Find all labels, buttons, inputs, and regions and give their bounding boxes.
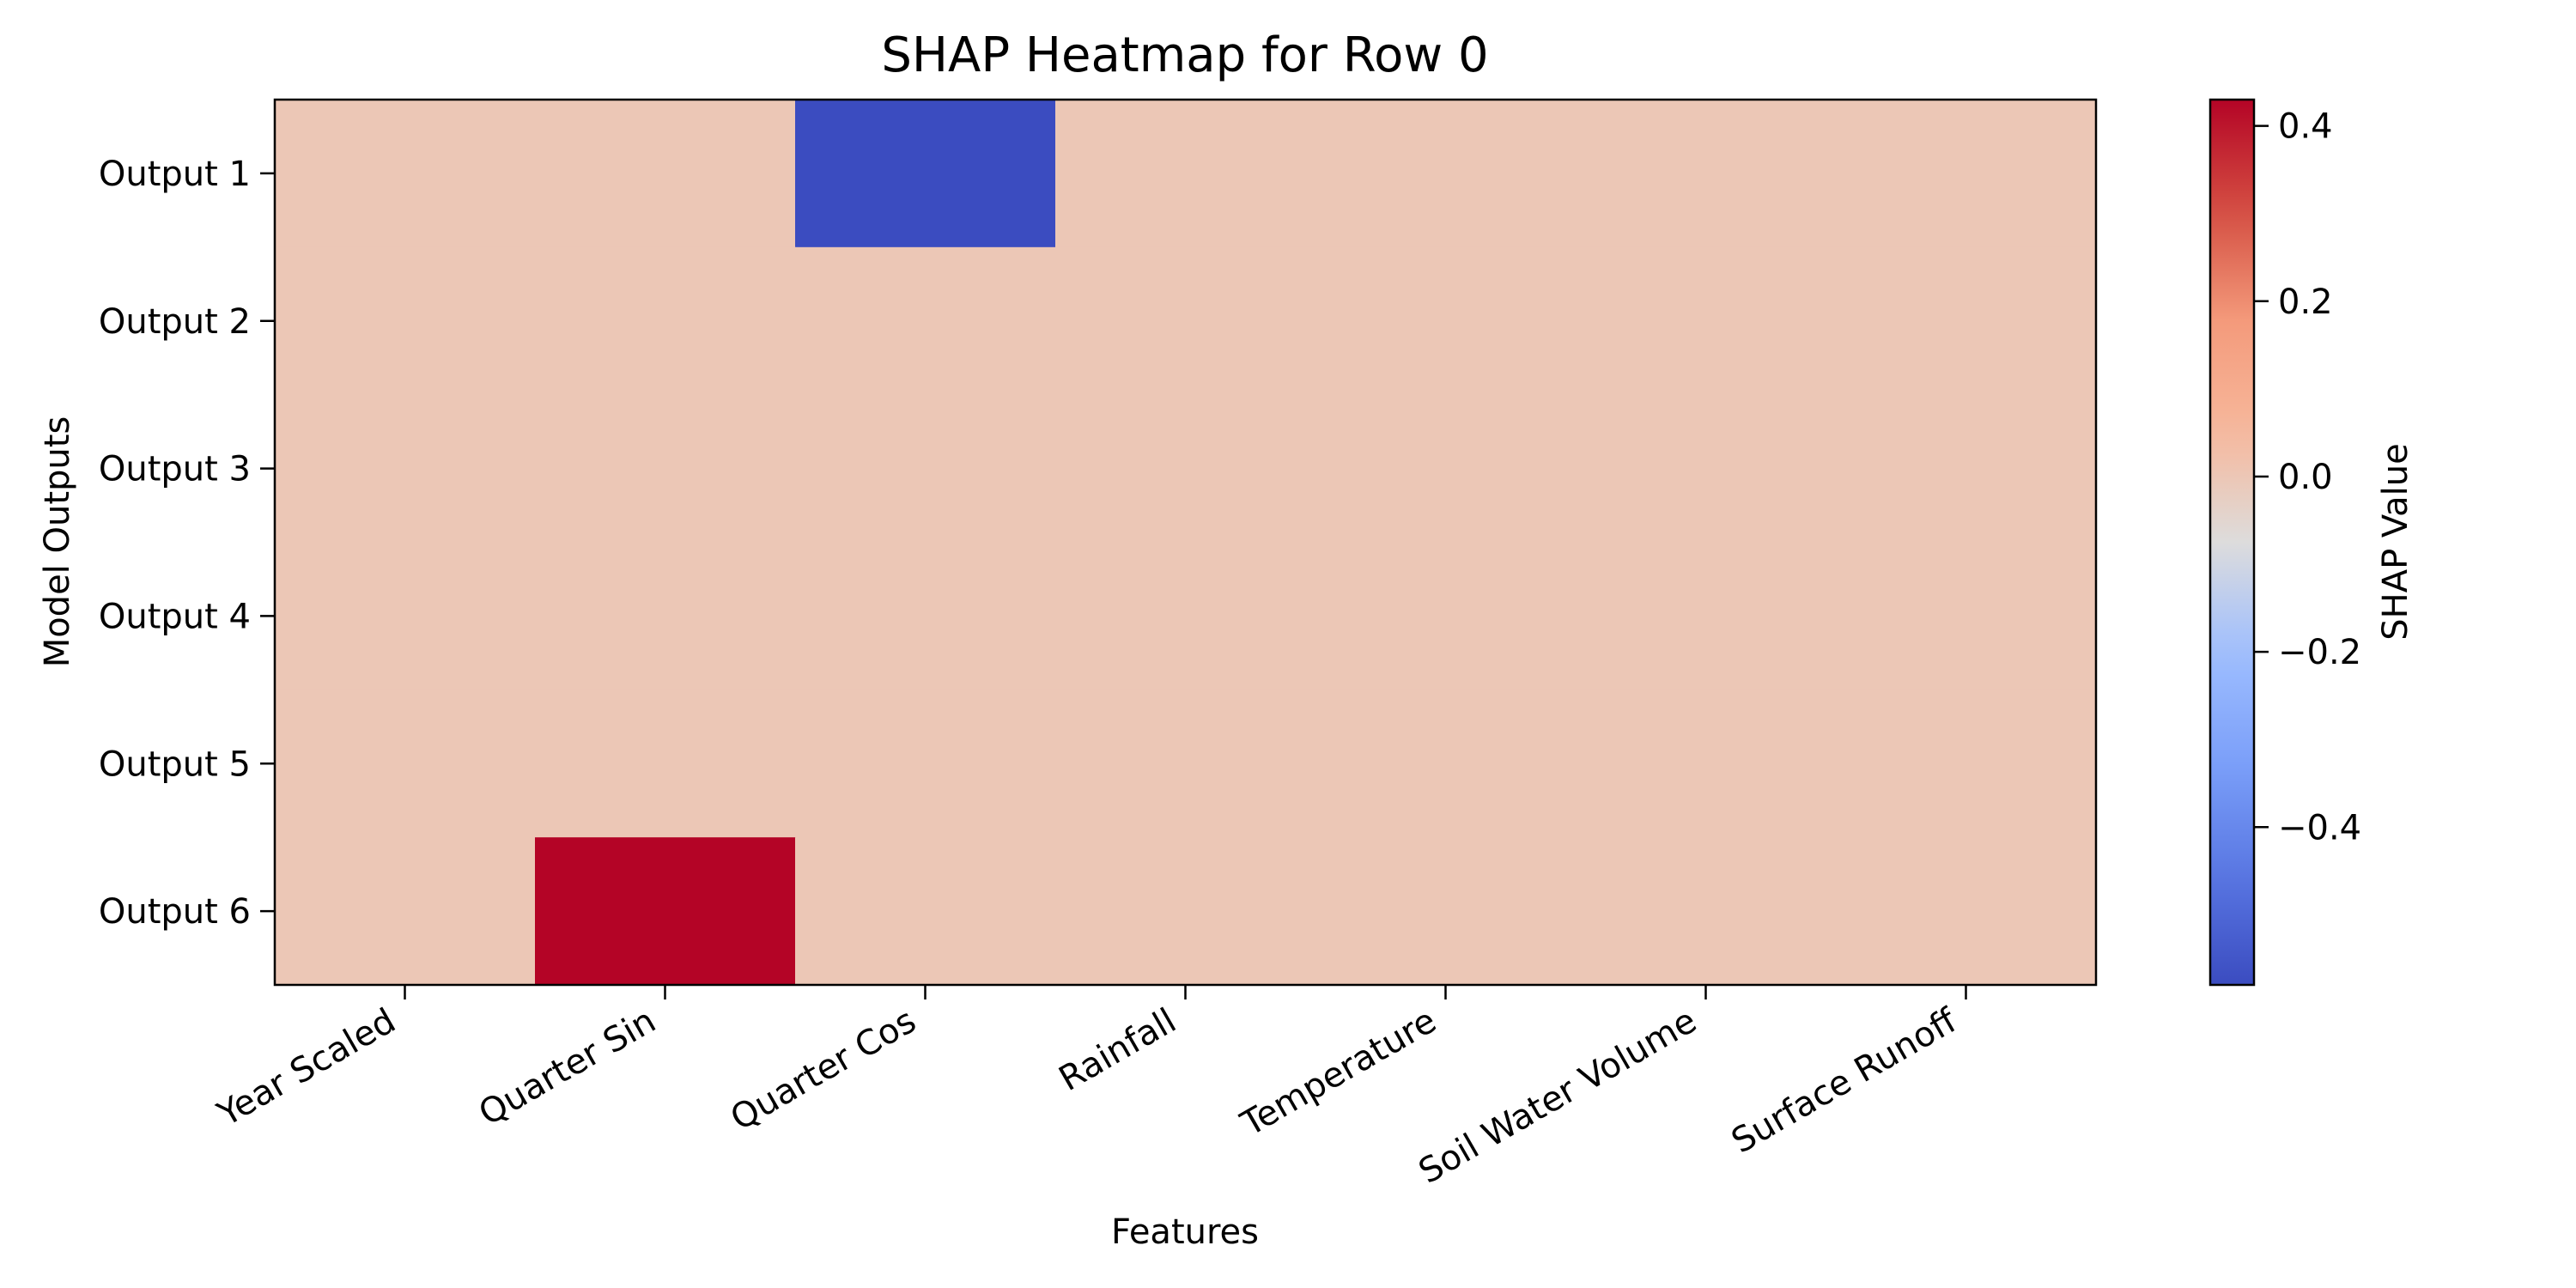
heatmap-cell <box>1836 394 2097 544</box>
chart-title: SHAP Heatmap for Row 0 <box>881 27 1488 83</box>
heatmap-cell <box>1836 690 2097 838</box>
colorbar-tick-label: −0.2 <box>2278 633 2361 672</box>
heatmap-cell <box>1836 542 2097 690</box>
y-tick-label: Output 5 <box>99 744 251 784</box>
heatmap-cell <box>275 542 536 690</box>
heatmap-cell <box>535 394 796 544</box>
heatmap-cell <box>795 542 1056 690</box>
y-tick-label: Output 3 <box>99 450 251 489</box>
heatmap-cell <box>1315 690 1577 838</box>
x-tick-label: Quarter Cos <box>724 1001 922 1139</box>
x-tick-label: Quarter Sin <box>472 1001 662 1133</box>
heatmap-cell <box>1055 690 1316 838</box>
y-tick-label: Output 2 <box>99 302 251 342</box>
heatmap-cells <box>275 100 2097 986</box>
heatmap-cell <box>1836 246 2097 396</box>
x-axis-ticks: Year Scaled Quarter Sin Quarter Cos Rainfal… <box>210 985 1967 1192</box>
heatmap-cell <box>275 100 536 248</box>
x-tick-label: Year Scaled <box>210 1001 402 1135</box>
heatmap-cell <box>1055 837 1316 986</box>
x-axis-label: Features <box>1111 1212 1259 1252</box>
heatmap-cell <box>795 837 1056 986</box>
heatmap-cell <box>1576 837 1837 986</box>
heatmap-cell <box>1315 837 1577 986</box>
colorbar-tick-label: 0.4 <box>2278 107 2333 147</box>
heatmap-cell <box>795 394 1056 544</box>
heatmap-cell <box>1576 690 1837 838</box>
heatmap-cell <box>275 837 536 986</box>
x-tick-label: Soil Water Volume <box>1413 1001 1704 1192</box>
heatmap-cell <box>535 542 796 690</box>
heatmap-cell <box>1576 394 1837 544</box>
heatmap-cell <box>1055 394 1316 544</box>
heatmap-cell <box>1576 100 1837 248</box>
colorbar-tick-label: 0.0 <box>2278 458 2333 497</box>
y-tick-label: Output 1 <box>99 155 251 194</box>
heatmap-cell <box>535 837 796 986</box>
y-axis-ticks: Output 1 Output 2 Output 3 Output 4 Output 5… <box>99 155 275 932</box>
heatmap-cell <box>275 690 536 838</box>
heatmap-cell <box>1836 837 2097 986</box>
heatmap-cell <box>1836 100 2097 248</box>
colorbar-tick-label: 0.2 <box>2278 283 2333 322</box>
heatmap-cell <box>1315 246 1577 396</box>
heatmap-cell <box>535 100 796 248</box>
y-axis-label: Model Outputs <box>38 416 77 668</box>
colorbar-ticks: 0.4 0.2 0.0 −0.2 −0.4 <box>2254 107 2361 848</box>
heatmap-cell <box>1055 542 1316 690</box>
heatmap-cell <box>275 246 536 396</box>
heatmap-cell <box>795 690 1056 838</box>
heatmap-cell <box>1055 246 1316 396</box>
heatmap-cell <box>1055 100 1316 248</box>
x-tick-label: Temperature <box>1234 1001 1443 1145</box>
heatmap-cell <box>275 394 536 544</box>
heatmap-cell <box>535 246 796 396</box>
heatmap-cell <box>795 246 1056 396</box>
colorbar-tick-label: −0.4 <box>2278 808 2361 848</box>
x-tick-label: Surface Runoff <box>1725 1000 1965 1161</box>
heatmap-cell <box>1315 542 1577 690</box>
x-tick-label: Rainfall <box>1053 1001 1183 1099</box>
heatmap-cell <box>795 100 1056 248</box>
heatmap-cell <box>1576 246 1837 396</box>
heatmap-cell <box>535 690 796 838</box>
colorbar-label: SHAP Value <box>2376 443 2415 641</box>
y-tick-label: Output 6 <box>99 892 251 932</box>
colorbar <box>2208 98 2256 987</box>
heatmap-cell <box>1576 542 1837 690</box>
y-tick-label: Output 4 <box>99 597 251 636</box>
heatmap-cell <box>1315 394 1577 544</box>
heatmap-cell <box>1315 100 1577 248</box>
